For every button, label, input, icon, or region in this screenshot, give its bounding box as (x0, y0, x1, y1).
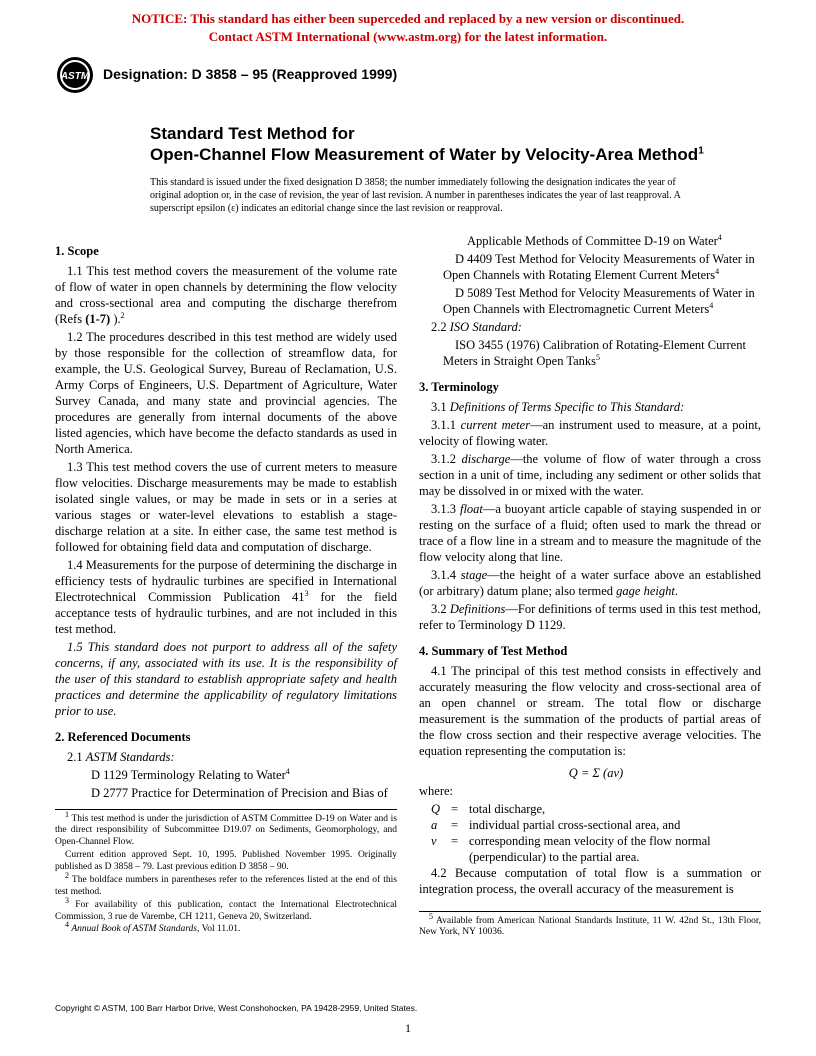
copyright: Copyright © ASTM, 100 Barr Harbor Drive,… (55, 1003, 417, 1014)
fn3: 3 For availability of this publication, … (55, 900, 397, 924)
designation: Designation: D 3858 – 95 (Reapproved 199… (103, 66, 397, 84)
fn1b: Current edition approved Sept. 10, 1995.… (55, 850, 397, 874)
notice-line1: NOTICE: This standard has either been su… (132, 11, 684, 26)
title: Standard Test Method for Open-Channel Fl… (150, 123, 761, 166)
ref-d2777b: Applicable Methods of Committee D-19 on … (431, 233, 761, 249)
where-label: where: (419, 783, 761, 799)
para-1-2: 1.2 The procedures described in this tes… (55, 329, 397, 457)
para-3-1: 3.1 Definitions of Terms Specific to Thi… (419, 399, 761, 415)
para-3-1-1: 3.1.1 current meter—an instrument used t… (419, 417, 761, 449)
footnotes-left: 1 This test method is under the jurisdic… (55, 809, 397, 937)
notice-banner: NOTICE: This standard has either been su… (55, 10, 761, 45)
equation: Q = Σ (av) (419, 765, 761, 781)
fn4: 4 Annual Book of ASTM Standards, Vol 11.… (55, 924, 397, 936)
para-1-4: 1.4 Measurements for the purpose of dete… (55, 557, 397, 637)
ref-iso: ISO 3455 (1976) Calibration of Rotating-… (419, 337, 761, 369)
body-columns: 1. Scope 1.1 This test method covers the… (55, 233, 761, 940)
para-4-2: 4.2 Because computation of total flow is… (419, 865, 761, 897)
astm-logo-icon: ASTM (55, 55, 95, 95)
header-row: ASTM Designation: D 3858 – 95 (Reapprove… (55, 55, 761, 95)
scope-heading: 1. Scope (55, 243, 397, 259)
para-3-1-2: 3.1.2 discharge—the volume of flow of wa… (419, 451, 761, 499)
ref-d5089: D 5089 Test Method for Velocity Measurem… (419, 285, 761, 317)
svg-text:ASTM: ASTM (60, 71, 90, 82)
ref-d1129: D 1129 Terminology Relating to Water4 (55, 767, 397, 783)
ref-d2777: D 2777 Practice for Determination of Pre… (55, 785, 397, 801)
terminology-heading: 3. Terminology (419, 379, 761, 395)
fn2: 2 The boldface numbers in parentheses re… (55, 875, 397, 899)
para-1-5: 1.5 This standard does not purport to ad… (55, 639, 397, 719)
para-1-3: 1.3 This test method covers the use of c… (55, 459, 397, 555)
footnotes-right: 5 Available from American National Stand… (419, 911, 761, 940)
para-3-1-4: 3.1.4 stage—the height of a water surfac… (419, 567, 761, 599)
where-Q: Q=total discharge, (431, 801, 761, 817)
fn1: 1 This test method is under the jurisdic… (55, 814, 397, 850)
where-block: Q=total discharge, a=individual partial … (431, 801, 761, 865)
refdocs-heading: 2. Referenced Documents (55, 729, 397, 745)
where-a: a=individual partial cross-sectional are… (431, 817, 761, 833)
para-4-1: 4.1 The principal of this test method co… (419, 663, 761, 759)
title-sup: 1 (698, 146, 704, 157)
title-block: Standard Test Method for Open-Channel Fl… (150, 123, 761, 166)
summary-heading: 4. Summary of Test Method (419, 643, 761, 659)
para-2-2: 2.2 ISO Standard: (419, 319, 761, 335)
issued-note: This standard is issued under the fixed … (150, 176, 706, 215)
title-line2: Open-Channel Flow Measurement of Water b… (150, 145, 698, 164)
ref-d4409: D 4409 Test Method for Velocity Measurem… (419, 251, 761, 283)
page-number: 1 (0, 1021, 816, 1036)
where-v: v=corresponding mean velocity of the flo… (431, 833, 761, 865)
para-2-1: 2.1 ASTM Standards: (55, 749, 397, 765)
notice-line2: Contact ASTM International (www.astm.org… (209, 29, 607, 44)
para-3-2: 3.2 Definitions—For definitions of terms… (419, 601, 761, 633)
para-1-1: 1.1 This test method covers the measurem… (55, 263, 397, 327)
fn5: 5 Available from American National Stand… (419, 916, 761, 940)
para-3-1-3: 3.1.3 float—a buoyant article capable of… (419, 501, 761, 565)
title-line1: Standard Test Method for (150, 124, 355, 143)
